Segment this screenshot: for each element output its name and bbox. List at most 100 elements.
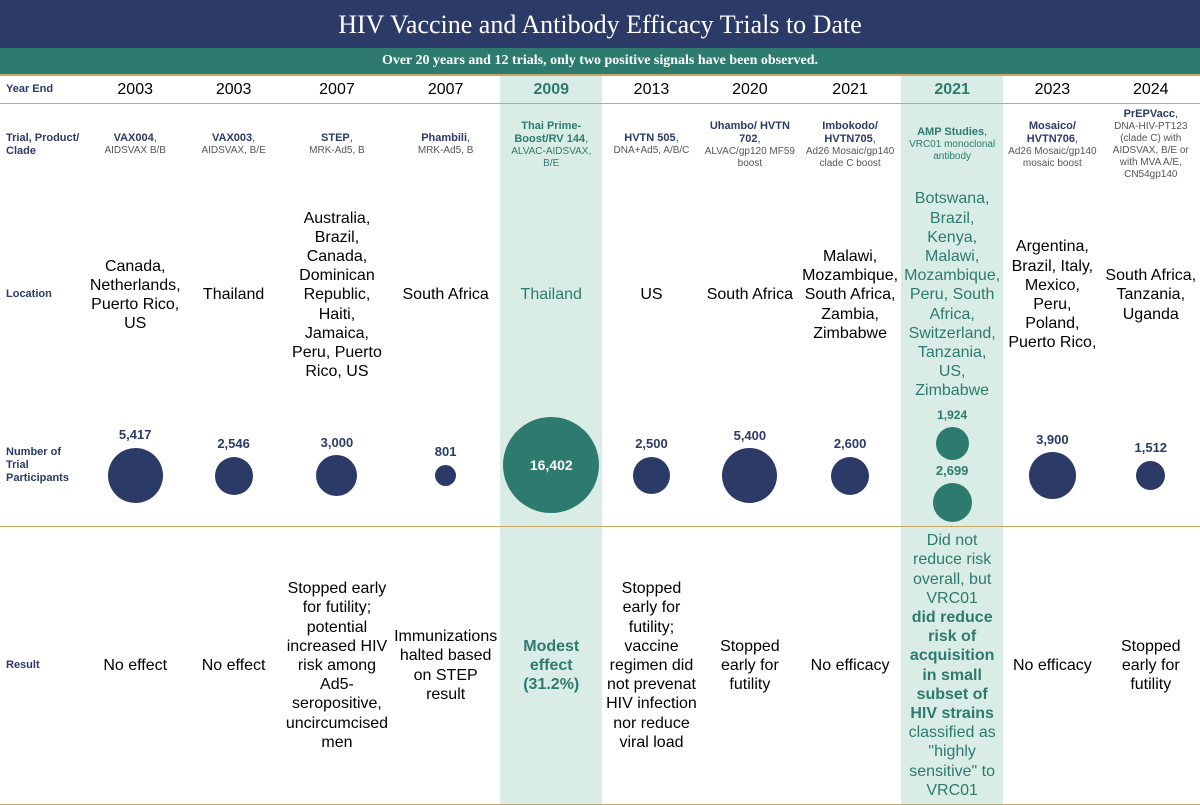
trial-cell: HVTN 505,DNA+Ad5, A/B/C [602,104,700,185]
year-cell: 2003 [184,75,282,104]
participant-count: 1,512 [1135,440,1168,456]
participant-count: 2,546 [217,436,250,452]
year-cell: 2020 [701,75,799,104]
participants-cell: 2,546 [184,404,282,526]
bubble [1136,461,1165,490]
trial-name: VAX004, [114,132,157,145]
year-cell: 2007 [283,75,391,104]
trial-cell: Imbokodo/ HVTN705,Ad26 Mosaic/gp140 clad… [799,104,901,185]
location-cell: Thailand [184,185,282,404]
bubble [435,465,456,486]
trial-cell: Phambili,MRK-Ad5, B [391,104,500,185]
trial-clade: ALVAC-AIDSVAX, B/E [503,146,599,170]
participants-cell: 3,000 [283,404,391,526]
location-cell: US [602,185,700,404]
participant-count: 801 [435,444,457,460]
participant-count: 3,000 [321,435,354,451]
trial-clade: DNA-HIV-PT123 (clade C) with AIDSVAX, B/… [1105,121,1197,181]
secondary-count: 1,924 [937,408,967,422]
location-cell: Australia, Brazil, Canada, Dominican Rep… [283,185,391,404]
result-cell: Stopped early for futility; vaccine regi… [602,526,700,805]
trial-name: STEP, [321,132,353,145]
trial-name: Phambili, [421,132,470,145]
location-cell: South Africa, Tanzania, Uganda [1102,185,1200,404]
trial-cell: Thai Prime-Boost/RV 144,ALVAC-AIDSVAX, B… [500,104,602,185]
row-label: Number of Trial Participants [0,404,86,526]
year-cell: 2021 [901,75,1003,104]
trial-cell: Mosaico/ HVTN706,Ad26 Mosaic/gp140 mosai… [1003,104,1101,185]
trial-cell: AMP Studies,VRC01 monoclonal antibody [901,104,1003,185]
location-cell: Argentina, Brazil, Italy, Mexico, Peru, … [1003,185,1101,404]
location-cell: Canada, Netherlands, Puerto Rico, US [86,185,184,404]
trial-clade: DNA+Ad5, A/B/C [614,145,690,157]
bubble [1029,452,1076,499]
bubble [108,448,163,503]
trial-cell: STEP,MRK-Ad5, B [283,104,391,185]
participants-cell: 16,40216,402 [500,404,602,526]
participants-cell: 5,400 [701,404,799,526]
trial-name: Thai Prime-Boost/RV 144, [503,120,599,146]
participant-count: 5,417 [119,427,152,443]
result-cell: Modest effect (31.2%) [500,526,602,805]
year-cell: 2024 [1102,75,1200,104]
row-label: Year End [0,75,86,104]
trial-clade: MRK-Ad5, B [309,145,365,157]
trial-name: Uhambo/ HVTN 702, [704,120,796,146]
trial-name: PrEPVacc, [1124,108,1178,121]
trial-name: AMP Studies, [917,126,987,139]
row-label: Location [0,185,86,404]
result-cell: Immunizations halted based on STEP resul… [391,526,500,805]
result-cell: Did not reduce risk overall, but VRC01 d… [901,526,1003,805]
location-cell: Malawi, Mozambique, South Africa, Zambia… [799,185,901,404]
result-cell: No efficacy [799,526,901,805]
bubble [722,448,777,503]
participants-cell: 801 [391,404,500,526]
trial-cell: VAX003,AIDSVAX, B/E [184,104,282,185]
trial-name: Mosaico/ HVTN706, [1006,120,1098,146]
participants-cell: 5,417 [86,404,184,526]
row-label: Result [0,526,86,805]
bubble: 16,402 [503,417,599,513]
participants-cell: 3,900 [1003,404,1101,526]
trial-cell: VAX004,AIDSVAX B/B [86,104,184,185]
subtitle: Over 20 years and 12 trials, only two po… [0,48,1200,75]
year-cell: 2021 [799,75,901,104]
year-cell: 2023 [1003,75,1101,104]
result-cell: Stopped early for futility [701,526,799,805]
year-cell: 2013 [602,75,700,104]
trial-clade: AIDSVAX B/B [104,145,166,157]
participant-count: 2,600 [834,436,867,452]
participant-count: 3,900 [1036,432,1069,448]
bubble-secondary [936,427,969,460]
participants-cell: 2,600 [799,404,901,526]
trial-clade: AIDSVAX, B/E [201,145,265,157]
year-cell: 2009 [500,75,602,104]
trials-grid: Year End20032003200720072009201320202021… [0,75,1200,805]
participants-cell: 1,512 [1102,404,1200,526]
trial-cell: Uhambo/ HVTN 702,ALVAC/gp120 MF59 boost [701,104,799,185]
trial-clade: Ad26 Mosaic/gp140 mosaic boost [1006,146,1098,170]
result-cell: No efficacy [1003,526,1101,805]
trial-clade: ALVAC/gp120 MF59 boost [704,146,796,170]
location-cell: Thailand [500,185,602,404]
result-cell: Stopped early for futility; potential in… [283,526,391,805]
participant-count: 5,400 [734,428,767,444]
row-label: Trial, Product/ Clade [0,104,86,185]
trial-name: VAX003, [212,132,255,145]
bubble [215,457,253,495]
participants-cell: 1,924 2,699 [901,404,1003,526]
bubble [633,457,671,495]
year-cell: 2007 [391,75,500,104]
bubble [933,483,972,522]
location-cell: South Africa [391,185,500,404]
trial-name: Imbokodo/ HVTN705, [802,120,898,146]
year-cell: 2003 [86,75,184,104]
participant-count: 2,500 [635,436,668,452]
trial-name: HVTN 505, [624,132,678,145]
participant-count: 2,699 [936,463,969,479]
trial-clade: Ad26 Mosaic/gp140 clade C boost [802,146,898,170]
result-cell: No effect [184,526,282,805]
trial-cell: PrEPVacc,DNA-HIV-PT123 (clade C) with AI… [1102,104,1200,185]
trial-clade: MRK-Ad5, B [418,145,474,157]
participants-cell: 2,500 [602,404,700,526]
